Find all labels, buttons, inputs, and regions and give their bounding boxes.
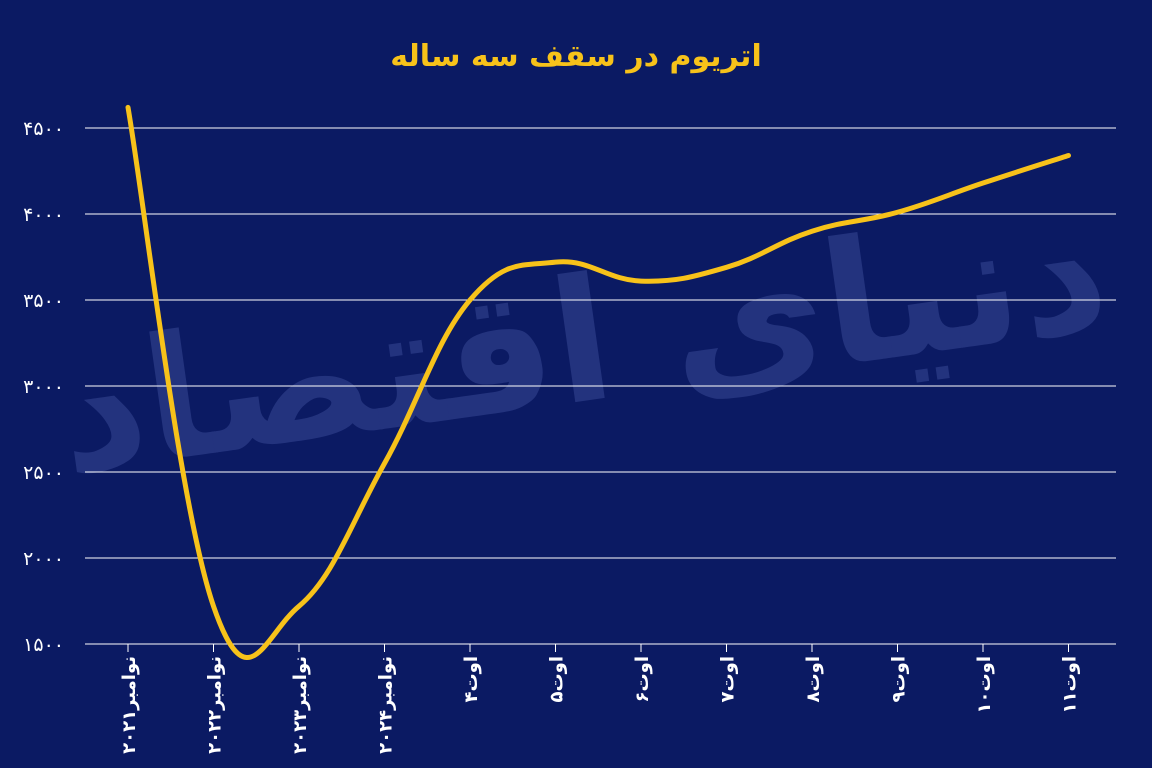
x-tick-label: ۱۱اوت bbox=[1060, 656, 1081, 713]
x-tick-label: نوامبر۲۰۲۳ bbox=[290, 656, 311, 754]
y-tick-label: ۱۵۰۰ bbox=[23, 634, 64, 656]
y-tick-label: ۴۵۰۰ bbox=[23, 118, 64, 140]
x-tick-label: نوامبر۲۰۲۲ bbox=[205, 656, 226, 754]
y-axis: ۱۵۰۰ ۲۰۰۰ ۲۵۰۰ ۳۰۰۰ ۳۵۰۰ ۴۰۰۰ ۴۵۰۰ bbox=[23, 118, 64, 656]
x-tick-label: ۵اوت bbox=[547, 656, 568, 702]
x-axis: نوامبر۲۰۲۱ نوامبر۲۰۲۲ نوامبر۲۰۲۳ نوامبر۲۰۲۴… bbox=[119, 644, 1081, 754]
x-tick-label: ۸اوت bbox=[803, 656, 824, 702]
x-tick-label: ۹اوت bbox=[889, 656, 910, 702]
x-tick-label: ۷اوت bbox=[718, 656, 739, 702]
y-tick-label: ۲۰۰۰ bbox=[23, 548, 64, 570]
x-tick-label: ۴اوت bbox=[461, 656, 482, 702]
y-tick-label: ۲۵۰۰ bbox=[23, 462, 64, 484]
grid bbox=[85, 127, 1116, 645]
watermark: دنیای اقتصاد bbox=[45, 171, 1119, 514]
y-tick-label: ۳۰۰۰ bbox=[23, 376, 64, 398]
x-tick-label: نوامبر۲۰۲۱ bbox=[119, 656, 140, 754]
x-tick-label: ۱۰اوت bbox=[974, 656, 995, 713]
y-tick-label: ۳۵۰۰ bbox=[23, 290, 64, 312]
y-tick-label: ۴۰۰۰ bbox=[23, 204, 64, 226]
x-tick-label: ۶اوت bbox=[632, 656, 653, 702]
chart-title: اتریوم در سقف سه ساله bbox=[390, 39, 761, 74]
series-line bbox=[125, 104, 1071, 660]
x-tick-label: نوامبر۲۰۲۴ bbox=[376, 656, 397, 754]
